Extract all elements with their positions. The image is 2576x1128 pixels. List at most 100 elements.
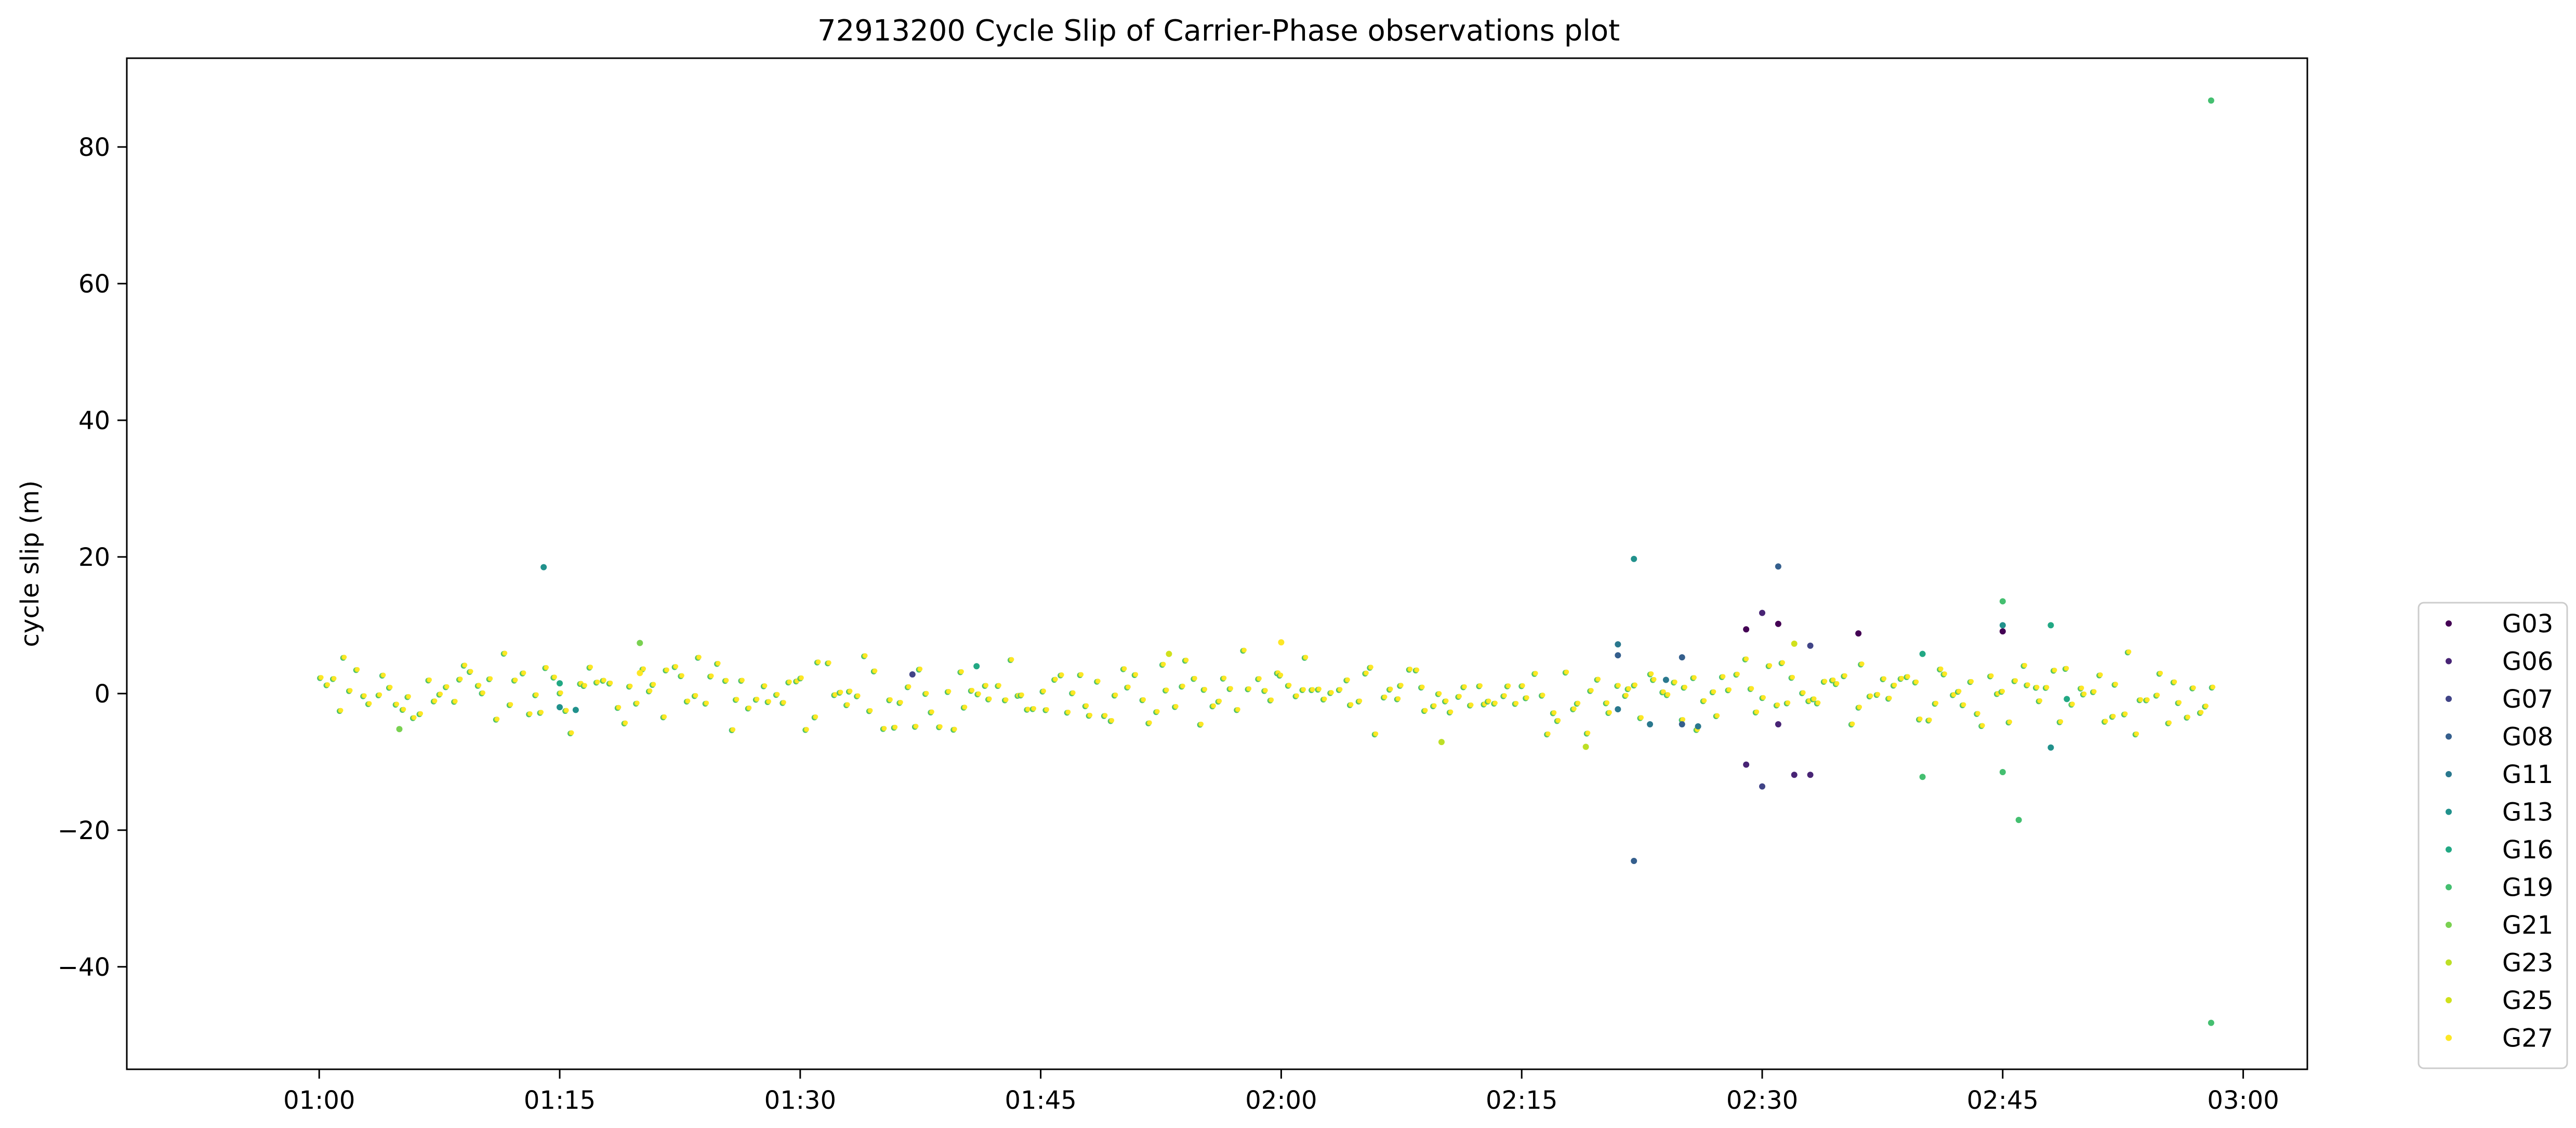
band-point <box>1652 676 1657 682</box>
band-point <box>438 692 443 697</box>
legend: G03 G06 G07 G08 G11 G13 G16 G19 G21 G23 G25 G27 <box>2418 602 2568 1069</box>
band-point <box>1626 686 1631 691</box>
band-point <box>946 689 952 694</box>
band-point <box>755 696 760 701</box>
point-g16 <box>2047 622 2054 629</box>
band-point <box>1816 700 1821 706</box>
band-point <box>679 673 684 678</box>
legend-label-g11: G11 <box>2502 760 2553 789</box>
point-g13 <box>1631 555 1637 562</box>
band-point <box>1882 676 1887 681</box>
band-point <box>1032 706 1037 711</box>
band-point <box>1164 687 1169 693</box>
band-point <box>1492 700 1498 706</box>
band-point <box>996 683 1001 688</box>
band-point <box>1868 693 1873 698</box>
point-g11 <box>1647 721 1654 727</box>
band-point <box>1478 683 1483 688</box>
legend-marker-g07 <box>2446 696 2452 702</box>
plot-marks <box>317 97 2216 1026</box>
legend-label-g16: G16 <box>2502 835 2553 865</box>
band-point <box>595 679 600 684</box>
band-point <box>406 694 411 699</box>
band-point <box>463 662 468 668</box>
point-g16 <box>973 663 980 670</box>
legend-label-g27: G27 <box>2502 1024 2553 1053</box>
legend-marker-g08 <box>2446 733 2452 740</box>
band-point <box>503 651 508 656</box>
band-point <box>2111 713 2116 719</box>
band-point <box>601 678 606 683</box>
band-point <box>1639 715 1644 720</box>
band-point <box>1228 686 1234 691</box>
band-point <box>1432 703 1437 708</box>
band-point <box>952 726 957 732</box>
band-point <box>1398 683 1404 688</box>
legend-marker-g11 <box>2446 771 2452 777</box>
band-point <box>1938 666 1944 671</box>
point-g03 <box>1743 626 1750 633</box>
band-point <box>716 661 721 666</box>
band-point <box>641 666 646 671</box>
band-point <box>1444 698 1449 704</box>
legend-label-g13: G13 <box>2502 798 2553 827</box>
band-point <box>1041 688 1046 694</box>
band-point <box>534 692 539 697</box>
band-point <box>1957 688 1962 694</box>
band-point <box>1887 696 1892 701</box>
band-point <box>882 726 887 731</box>
band-point <box>588 665 593 670</box>
band-point <box>1357 698 1363 704</box>
band-point <box>1749 686 1754 691</box>
band-point <box>1586 731 1591 736</box>
band-point <box>1103 713 1108 718</box>
band-point <box>648 688 653 693</box>
band-point <box>427 677 432 682</box>
band-point <box>338 708 344 713</box>
band-point <box>1607 710 1612 715</box>
point-g13 <box>557 704 563 711</box>
point-g19 <box>1919 774 1926 780</box>
band-point <box>987 696 992 701</box>
band-point <box>1316 686 1322 692</box>
band-point <box>1345 677 1350 682</box>
band-point <box>816 659 821 665</box>
band-point <box>1786 700 1791 705</box>
band-point <box>833 692 838 697</box>
band-point <box>1857 705 1862 710</box>
band-point <box>1727 687 1732 692</box>
band-point <box>1071 690 1076 695</box>
legend-marker-g21 <box>2446 922 2452 928</box>
band-point <box>480 690 485 695</box>
band-point <box>704 700 709 706</box>
band-point <box>1556 718 1561 723</box>
point-g06 <box>1759 609 1765 616</box>
point-g16 <box>2064 696 2070 702</box>
point-g08 <box>1679 654 1685 661</box>
band-point <box>1161 661 1166 667</box>
band-point <box>616 705 622 710</box>
band-point <box>1934 700 1939 706</box>
band-point <box>1506 683 1511 688</box>
band-point <box>863 653 868 658</box>
band-point <box>1605 700 1610 705</box>
point-g03 <box>1775 620 1781 627</box>
point-g25 <box>1166 651 1172 657</box>
band-point <box>1616 683 1621 688</box>
band-point <box>1672 679 1677 684</box>
band-point <box>1133 672 1139 677</box>
legend-label-g21: G21 <box>2502 911 2553 940</box>
band-point <box>608 680 613 685</box>
band-point <box>787 679 792 684</box>
band-point <box>1388 686 1393 692</box>
band-point <box>2070 701 2075 707</box>
x-axis: 01:00 01:15 01:30 01:45 02:00 02:15 02:30 02:45… <box>283 1069 2279 1115</box>
point-g07 <box>909 671 916 678</box>
band-point <box>826 660 831 665</box>
band-point <box>1661 689 1666 694</box>
band-point <box>1859 661 1865 667</box>
band-point <box>377 692 382 697</box>
band-point <box>1095 679 1101 684</box>
band-point <box>1025 707 1031 712</box>
